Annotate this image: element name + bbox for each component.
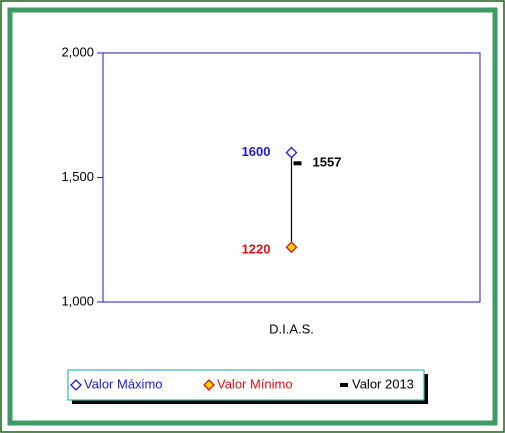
legend-label: Valor 2013 — [352, 376, 414, 391]
max-marker — [70, 379, 82, 391]
min-marker — [203, 379, 215, 391]
legend-label: Valor Mínimo — [217, 376, 293, 391]
y-tick-label: 1,500 — [61, 169, 94, 184]
data-label: 1220 — [242, 242, 271, 257]
legend-label: Valor Máximo — [84, 376, 163, 391]
value-marker — [293, 161, 302, 166]
min-marker — [285, 241, 298, 254]
value-marker — [340, 383, 348, 387]
data-label: 1557 — [313, 155, 342, 170]
data-label: 1600 — [242, 144, 271, 159]
y-tick-label: 1,000 — [61, 293, 94, 308]
y-tick-label: 2,000 — [61, 44, 94, 59]
legend-box — [67, 369, 425, 401]
max-marker — [285, 146, 298, 159]
x-tick-label: D.I.A.S. — [269, 321, 314, 336]
